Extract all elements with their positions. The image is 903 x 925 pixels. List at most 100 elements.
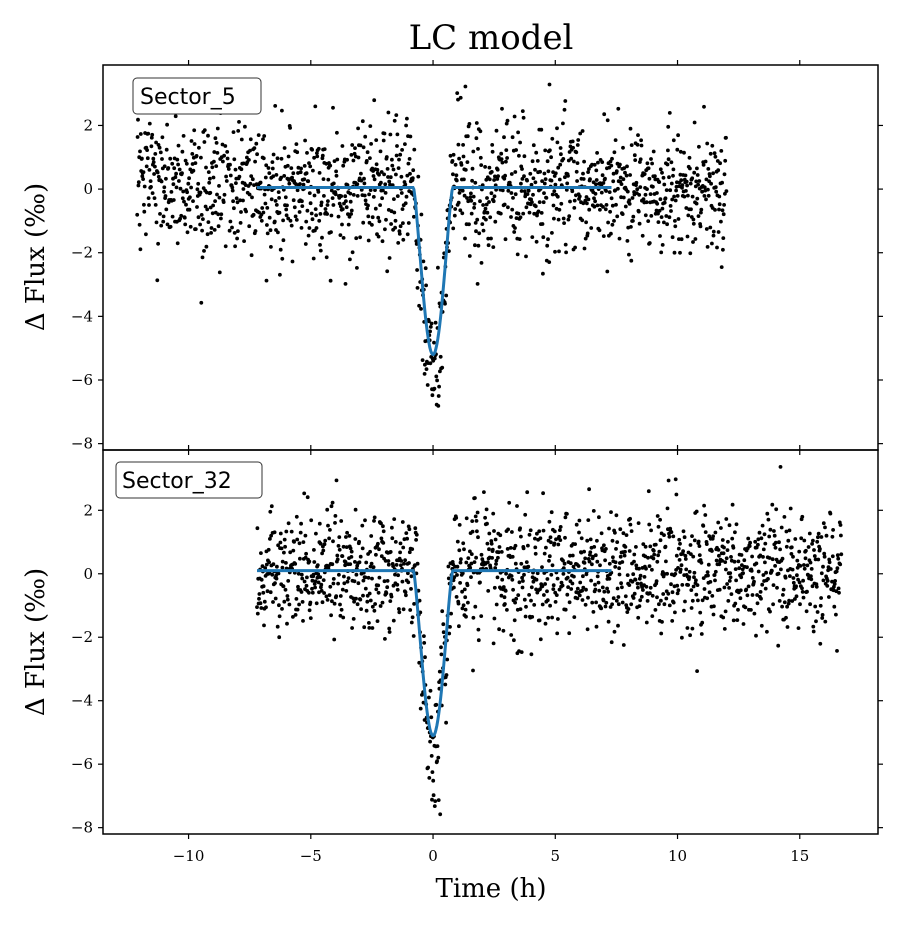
data-point — [291, 615, 295, 619]
data-point — [439, 645, 443, 650]
data-point — [262, 134, 267, 138]
data-point — [322, 194, 326, 198]
data-point — [639, 594, 644, 599]
panel-sector-5: −8−6−4−202 Sector_5 Δ Flux (‰) — [21, 60, 883, 455]
data-point — [410, 615, 415, 620]
data-point — [633, 158, 638, 163]
data-point — [645, 187, 649, 192]
data-point — [570, 581, 575, 586]
data-point — [401, 607, 406, 612]
data-point — [606, 619, 611, 624]
data-point — [248, 148, 252, 153]
data-point — [277, 196, 281, 200]
data-point — [299, 590, 304, 594]
data-point — [650, 567, 654, 572]
data-point — [673, 477, 678, 482]
data-point — [259, 606, 264, 610]
data-point — [472, 202, 477, 206]
data-point — [643, 192, 648, 197]
data-point — [302, 164, 307, 168]
data-point — [221, 200, 226, 205]
data-point — [180, 149, 185, 154]
data-point — [722, 172, 727, 177]
data-point — [397, 610, 402, 615]
data-point — [703, 513, 708, 517]
data-point — [322, 542, 327, 547]
data-point — [610, 538, 615, 543]
data-point — [147, 168, 152, 172]
data-point — [400, 207, 405, 212]
data-point — [651, 149, 656, 154]
data-point — [367, 591, 372, 596]
data-point — [198, 190, 203, 195]
data-point — [220, 142, 225, 147]
data-point — [575, 596, 580, 601]
data-point — [405, 116, 409, 121]
data-point — [787, 528, 792, 533]
data-point — [714, 558, 719, 563]
data-point — [534, 150, 539, 155]
data-point — [800, 590, 805, 594]
data-point — [610, 602, 614, 607]
data-point — [375, 619, 380, 623]
data-point — [494, 558, 499, 563]
data-point — [824, 533, 829, 538]
data-point — [333, 521, 337, 525]
data-point — [657, 602, 661, 607]
data-point — [355, 194, 360, 198]
data-point — [683, 599, 687, 604]
data-point — [396, 241, 401, 245]
data-point — [786, 538, 791, 543]
legend-box-sector-5: Sector_5 — [132, 77, 262, 115]
data-point — [407, 561, 411, 565]
data-point — [365, 206, 370, 211]
data-point — [527, 532, 532, 537]
data-point — [708, 151, 713, 156]
data-point — [551, 583, 556, 588]
data-point — [406, 571, 410, 576]
data-point — [303, 138, 307, 143]
data-point — [614, 169, 619, 174]
data-point — [325, 598, 330, 602]
data-point — [428, 739, 432, 744]
data-point — [518, 607, 523, 611]
data-point — [469, 198, 474, 203]
data-point — [492, 616, 497, 621]
data-point — [285, 597, 290, 602]
data-point — [584, 587, 588, 592]
data-point — [351, 158, 356, 163]
data-point — [260, 206, 265, 210]
data-point — [727, 523, 732, 528]
data-point — [379, 180, 383, 185]
data-point — [615, 540, 620, 544]
data-point — [635, 142, 640, 147]
data-point — [521, 211, 526, 216]
data-point — [382, 172, 386, 177]
data-point — [366, 214, 371, 219]
data-point — [634, 545, 638, 549]
data-point — [356, 581, 361, 586]
data-point — [523, 512, 528, 517]
data-point — [776, 571, 781, 576]
data-point — [307, 226, 312, 230]
data-point — [779, 525, 784, 530]
data-point — [589, 226, 594, 230]
data-point — [671, 138, 676, 143]
data-point — [527, 210, 532, 215]
data-point — [553, 600, 558, 604]
y-tick-label: −8 — [71, 435, 93, 453]
data-point — [325, 203, 330, 207]
data-point — [708, 580, 713, 584]
data-point — [494, 602, 499, 607]
data-point — [200, 255, 205, 260]
data-point — [664, 188, 669, 193]
data-point — [327, 593, 332, 597]
data-point — [642, 575, 647, 579]
data-point — [724, 567, 728, 572]
data-point — [261, 590, 266, 595]
data-point — [565, 592, 570, 597]
data-point — [460, 606, 465, 611]
data-point — [460, 211, 465, 216]
data-point — [401, 221, 405, 226]
data-point — [282, 599, 287, 604]
